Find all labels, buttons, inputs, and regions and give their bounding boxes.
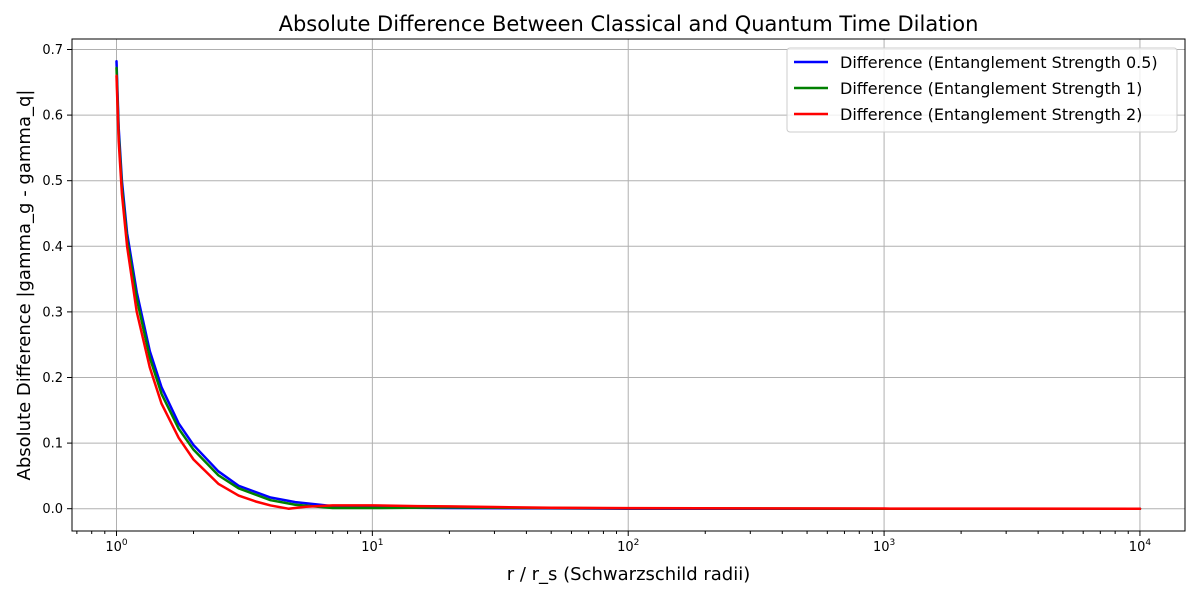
y-tick-label: 0.2 <box>42 371 63 386</box>
x-axis-label: r / r_s (Schwarzschild radii) <box>507 564 750 585</box>
data-series <box>115 60 1142 510</box>
x-tick-label: 103 <box>873 538 895 555</box>
grid-lines <box>72 39 1185 531</box>
legend: Difference (Entanglement Strength 0.5) Di… <box>786 47 1178 133</box>
y-tick-label: 0.7 <box>42 43 63 58</box>
legend-box <box>786 47 1178 133</box>
series-line-3 <box>115 74 1142 510</box>
x-tick-label: 102 <box>617 538 639 555</box>
y-tick-label: 0.4 <box>42 240 63 255</box>
x-tick-label: 101 <box>361 538 383 555</box>
y-tick-label: 0.3 <box>42 305 63 320</box>
axes: 100 101 102 103 104 0.0 0.1 0.2 0.3 0.4 0.5 0.6 0.7 <box>42 43 1151 555</box>
legend-label-2: Difference (Entanglement Strength 1) <box>840 79 1142 98</box>
x-tick-label: 104 <box>1129 538 1152 555</box>
x-tick-label: 100 <box>105 538 128 555</box>
legend-label-1: Difference (Entanglement Strength 0.5) <box>840 53 1158 72</box>
legend-label-3: Difference (Entanglement Strength 2) <box>840 105 1142 124</box>
y-tick-label: 0.5 <box>42 174 63 189</box>
chart-title: Absolute Difference Between Classical an… <box>279 12 979 36</box>
y-tick-label: 0.6 <box>42 109 63 124</box>
y-axis-label: Absolute Difference |gamma_g - gamma_q| <box>14 90 35 481</box>
y-tick-label: 0.0 <box>42 502 63 517</box>
y-tick-label: 0.1 <box>42 437 63 452</box>
